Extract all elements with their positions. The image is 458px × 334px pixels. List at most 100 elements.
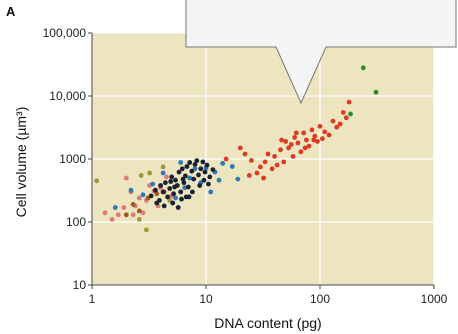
data-point <box>173 177 178 183</box>
data-point <box>216 177 222 183</box>
data-point <box>279 137 284 143</box>
data-point <box>154 191 160 197</box>
data-point <box>144 227 149 233</box>
data-point <box>128 187 134 193</box>
data-point <box>311 137 317 143</box>
data-point <box>190 189 195 195</box>
data-point <box>168 179 174 184</box>
data-point <box>373 89 379 95</box>
data-point <box>286 145 291 151</box>
data-point <box>201 177 207 183</box>
data-point <box>115 212 121 218</box>
data-point <box>237 145 243 151</box>
data-point <box>112 205 118 210</box>
data-point <box>265 151 271 157</box>
y-tick-label: 1000 <box>59 152 86 166</box>
x-tick-label: 10 <box>199 292 213 306</box>
data-point <box>179 166 185 172</box>
data-point <box>210 167 216 173</box>
data-point <box>187 160 193 165</box>
data-point <box>154 200 160 206</box>
data-point <box>153 187 158 193</box>
data-point <box>158 183 164 188</box>
data-point <box>283 139 289 144</box>
data-point <box>198 166 204 172</box>
data-point <box>150 181 156 187</box>
x-tick-label: 100 <box>310 292 330 306</box>
panel-label: A <box>6 4 16 19</box>
data-point <box>272 154 277 159</box>
data-point <box>167 186 173 191</box>
data-point <box>293 130 299 136</box>
data-point <box>123 212 129 218</box>
data-point <box>254 170 260 176</box>
data-point <box>326 132 332 138</box>
data-point <box>109 217 115 222</box>
data-point <box>298 149 304 155</box>
data-point <box>304 137 309 143</box>
data-point <box>312 133 318 139</box>
data-point <box>160 170 166 176</box>
data-point <box>290 154 296 159</box>
data-point <box>175 205 181 210</box>
data-point <box>179 196 184 202</box>
data-point <box>220 161 226 166</box>
y-axis-label: Cell volume (µm³) <box>13 107 29 218</box>
data-point <box>185 184 191 190</box>
data-point <box>196 172 201 178</box>
data-point <box>184 164 190 169</box>
data-point <box>136 208 142 214</box>
data-point <box>343 115 349 121</box>
data-point <box>189 168 195 174</box>
data-point <box>140 192 146 198</box>
data-point <box>246 173 252 178</box>
data-point <box>337 121 343 127</box>
y-tick-label: 10,000 <box>49 89 86 103</box>
y-tick-label: 10 <box>73 278 87 292</box>
x-tick-labels: 1 10 100 1000 <box>89 285 448 306</box>
data-point <box>330 118 336 124</box>
data-point <box>130 202 136 207</box>
data-point <box>172 184 178 190</box>
data-point <box>130 212 136 218</box>
data-point <box>288 142 294 147</box>
data-point <box>192 162 198 167</box>
data-point <box>170 200 176 206</box>
data-point <box>317 123 323 129</box>
data-point <box>169 174 175 180</box>
data-point <box>136 217 142 222</box>
data-point <box>187 175 193 181</box>
data-point <box>322 129 328 135</box>
data-point <box>160 164 166 170</box>
y-tick-labels: 10 100 1000 10,000 100,000 <box>43 26 92 292</box>
data-point <box>123 175 129 181</box>
data-point <box>295 140 301 146</box>
x-tick-label: 1000 <box>421 292 448 306</box>
data-point <box>274 162 280 168</box>
data-point <box>206 181 211 187</box>
data-point <box>102 210 108 216</box>
data-point <box>148 193 154 199</box>
data-point <box>197 183 203 188</box>
data-point <box>278 147 283 153</box>
data-point <box>136 195 142 201</box>
data-point <box>178 189 184 195</box>
data-point <box>182 185 188 191</box>
data-point <box>207 174 213 180</box>
data-point <box>178 160 184 165</box>
data-point <box>180 176 186 182</box>
data-point <box>346 99 352 105</box>
data-point <box>160 189 166 195</box>
x-axis-label: DNA content (pg) <box>214 315 321 331</box>
data-point <box>161 203 167 209</box>
data-point <box>258 164 263 170</box>
data-point <box>204 162 210 168</box>
data-point <box>164 174 169 180</box>
y-tick-label: 100,000 <box>43 26 87 40</box>
data-point <box>194 158 200 164</box>
data-point <box>183 194 189 200</box>
data-point <box>140 210 146 216</box>
data-point <box>281 159 287 165</box>
data-point <box>320 136 325 142</box>
data-point <box>261 175 266 181</box>
